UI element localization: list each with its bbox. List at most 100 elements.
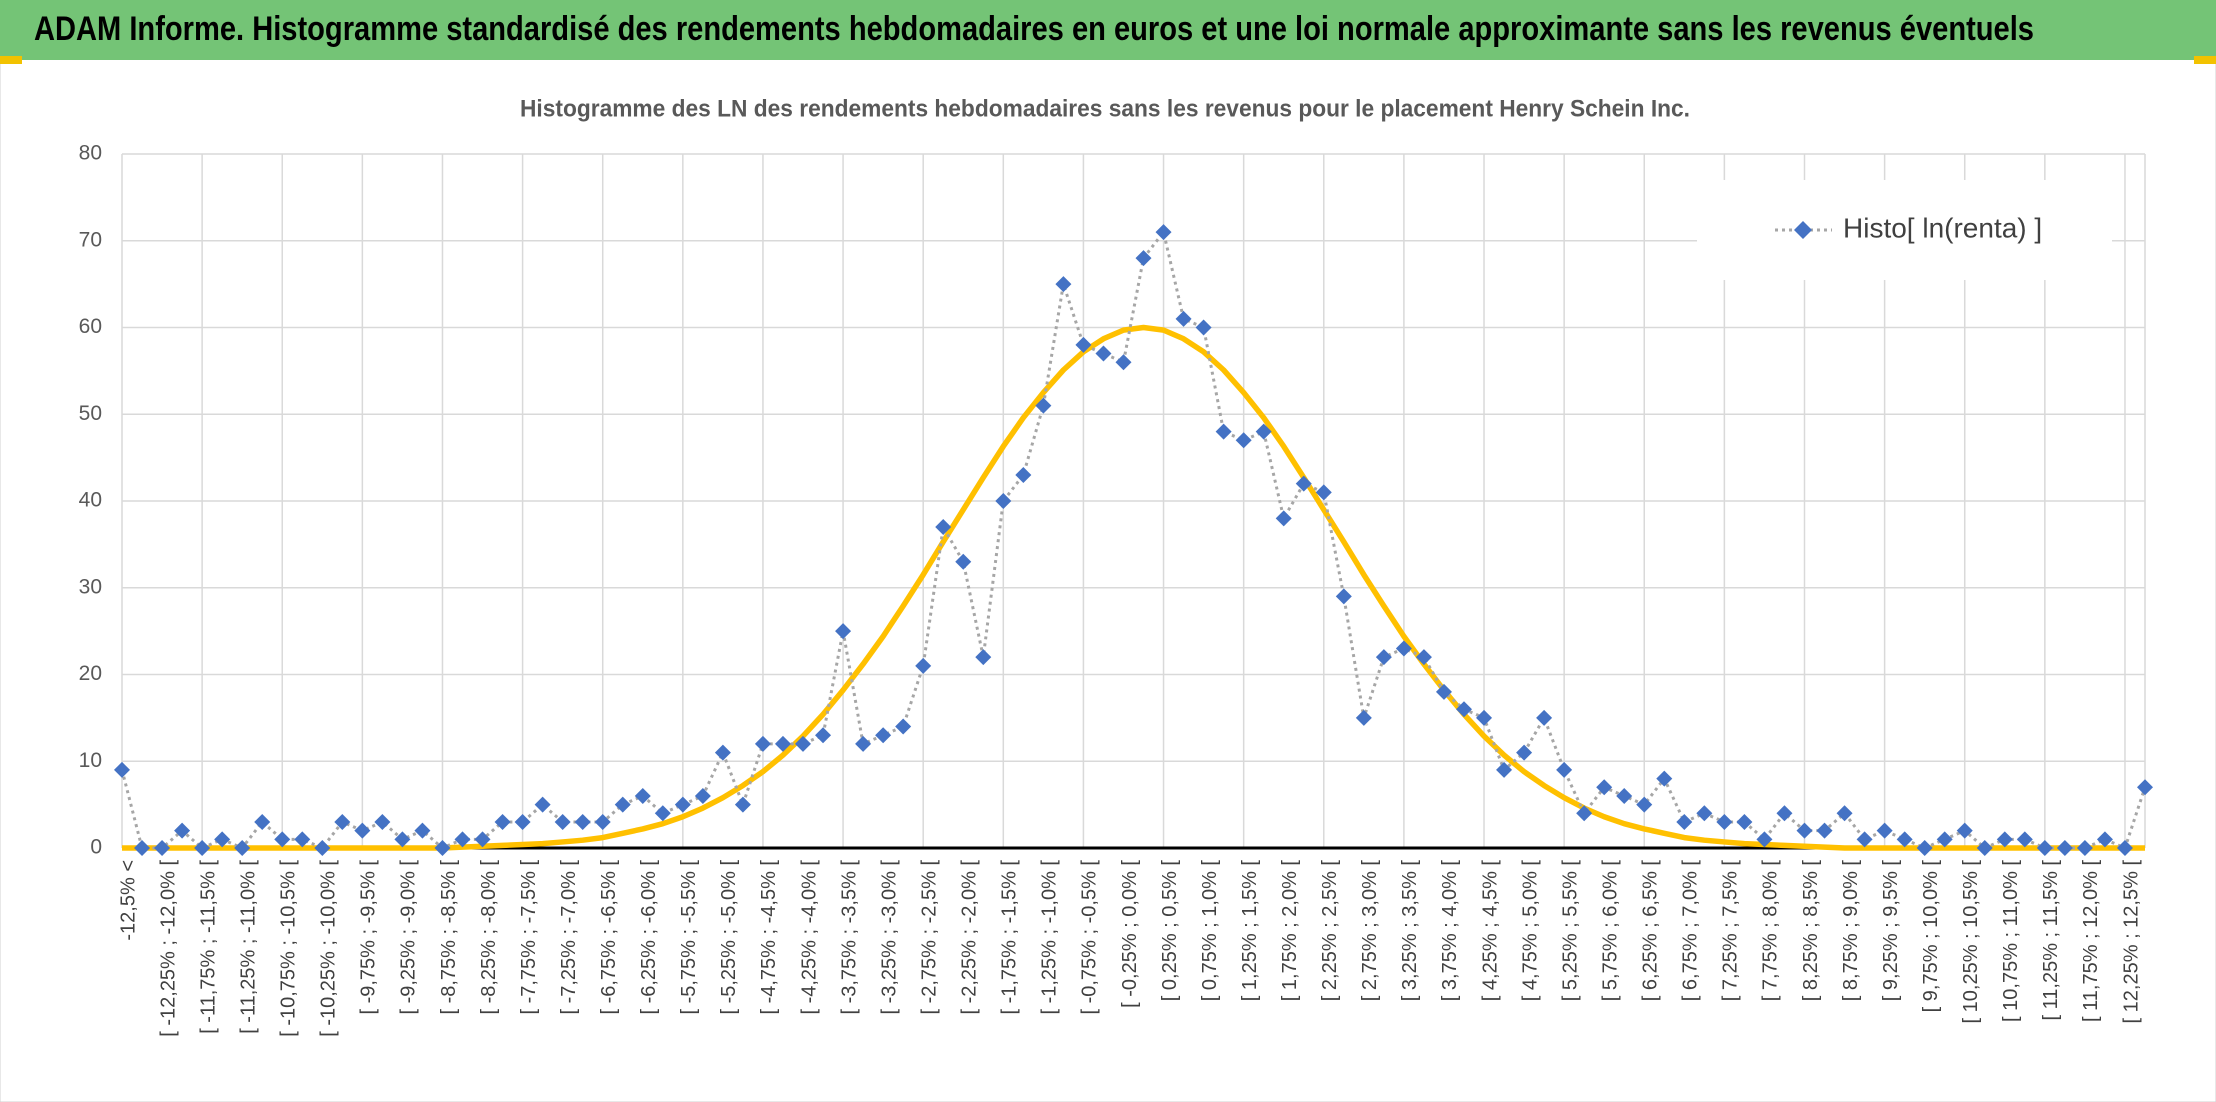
x-tick-label: [ 12,25% ; 12,5% [ <box>2120 860 2142 1024</box>
marker <box>354 822 371 839</box>
marker <box>154 840 171 856</box>
marker <box>1015 466 1032 483</box>
marker <box>194 840 211 856</box>
y-tick-label: 20 <box>79 662 102 685</box>
x-tick-label: [ -8,75% ; -8,5% [ <box>438 860 460 1015</box>
x-tick-label: [ 9,75% ; 10,0% [ <box>1920 860 1942 1013</box>
chart-title: Histogramme des LN des rendements hebdom… <box>520 95 1690 122</box>
marker <box>2056 840 2073 856</box>
y-tick-label: 80 <box>79 142 102 165</box>
y-tick-label: 60 <box>79 315 102 338</box>
marker <box>434 840 451 856</box>
marker <box>1716 813 1733 830</box>
marker <box>2076 840 2093 856</box>
marker <box>1876 822 1893 839</box>
x-tick-label: [ -1,75% ; -1,5% [ <box>999 860 1021 1015</box>
marker <box>1455 701 1472 718</box>
marker <box>1796 822 1813 839</box>
marker <box>274 831 291 848</box>
x-tick-label: [ 9,25% ; 9,5% [ <box>1880 860 1902 1002</box>
marker <box>855 735 872 752</box>
marker <box>1596 779 1613 796</box>
marker <box>1315 484 1332 501</box>
marker <box>494 813 511 830</box>
marker <box>1516 744 1533 761</box>
marker <box>474 831 491 848</box>
marker <box>174 822 191 839</box>
x-tick-label: [ -6,75% ; -6,5% [ <box>598 860 620 1015</box>
marker <box>1816 822 1833 839</box>
marker <box>1175 310 1192 327</box>
marker <box>634 787 651 804</box>
x-tick-label: [ 5,75% ; 6,0% [ <box>1599 860 1621 1002</box>
x-tick-label: [ 3,25% ; 3,5% [ <box>1399 860 1421 1002</box>
marker <box>674 796 691 813</box>
x-tick-label: [ 8,75% ; 9,0% [ <box>1840 860 1862 1002</box>
marker <box>895 718 912 735</box>
x-tick-label: [ -4,25% ; -4,0% [ <box>798 860 820 1015</box>
marker <box>915 657 932 674</box>
x-tick-label: [ 7,25% ; 7,5% [ <box>1720 860 1742 1002</box>
marker <box>1636 796 1653 813</box>
marker <box>534 796 551 813</box>
marker <box>1656 770 1673 787</box>
x-tick-label: [ -11,75% ; -11,5% [ <box>197 860 219 1034</box>
marker <box>1395 640 1412 657</box>
y-tick-label: 50 <box>79 402 102 425</box>
marker <box>1215 423 1232 440</box>
marker <box>1375 649 1392 666</box>
marker <box>955 553 972 570</box>
x-tick-label: [ 3,75% ; 4,0% [ <box>1439 860 1461 1002</box>
x-tick-label: [ -1,25% ; -1,0% [ <box>1039 860 1061 1015</box>
x-tick-label: [ 1,75% ; 2,0% [ <box>1279 860 1301 1002</box>
x-tick-label: [ -2,75% ; -2,5% [ <box>918 860 940 1015</box>
marker <box>1155 224 1172 241</box>
legend-box <box>1697 180 2112 280</box>
marker <box>795 735 812 752</box>
marker <box>234 840 251 856</box>
x-tick-label: [ -2,25% ; -2,0% [ <box>959 860 981 1015</box>
marker <box>1956 822 1973 839</box>
x-tick-label: [ 2,25% ; 2,5% [ <box>1319 860 1341 1002</box>
x-tick-label: [ -5,25% ; -5,0% [ <box>718 860 740 1015</box>
marker <box>734 796 751 813</box>
marker <box>1616 787 1633 804</box>
x-tick-label: [ -6,25% ; -6,0% [ <box>638 860 660 1015</box>
marker <box>835 623 852 640</box>
marker <box>414 822 431 839</box>
marker <box>1115 354 1132 371</box>
x-tick-label: [ -12,25% ; -12,0% [ <box>157 860 179 1037</box>
legend-label: Histo[ ln(renta) ] <box>1843 212 2042 243</box>
x-tick-label: [ 11,25% ; 11,5% [ <box>2040 860 2062 1021</box>
x-tick-label: [ -3,75% ; -3,5% [ <box>838 860 860 1015</box>
marker <box>1335 588 1352 605</box>
marker <box>1255 423 1272 440</box>
x-tick-label: [ -9,25% ; -9,0% [ <box>398 860 420 1015</box>
x-tick-label: [ -10,75% ; -10,5% [ <box>278 860 300 1037</box>
x-tick-label: [ -11,25% ; -11,0% [ <box>237 860 259 1034</box>
marker <box>1936 831 1953 848</box>
corner <box>2194 56 2216 64</box>
x-tick-label: [ 7,75% ; 8,0% [ <box>1760 860 1782 1002</box>
x-tick-label: [ 8,25% ; 8,5% [ <box>1800 860 1822 1002</box>
marker <box>1736 813 1753 830</box>
marker <box>394 831 411 848</box>
y-tick-label: 30 <box>79 575 102 598</box>
y-tick-label: 40 <box>79 489 102 512</box>
marker <box>975 649 992 666</box>
x-tick-label: [ 5,25% ; 5,5% [ <box>1559 860 1581 1002</box>
marker <box>1435 683 1452 700</box>
marker <box>754 735 771 752</box>
y-tick-label: 70 <box>79 228 102 251</box>
x-tick-label: [ -8,25% ; -8,0% [ <box>478 860 500 1015</box>
marker <box>995 493 1012 509</box>
x-tick-label: -12,5% < <box>117 860 139 941</box>
x-tick-label: [ 10,75% ; 11,0% [ <box>2000 860 2022 1022</box>
header-bar <box>0 0 2216 60</box>
marker <box>1836 805 1853 822</box>
x-tick-label: [ 0,75% ; 1,0% [ <box>1199 860 1221 1002</box>
marker <box>2036 840 2053 856</box>
marker <box>2096 831 2113 848</box>
marker <box>214 831 231 848</box>
